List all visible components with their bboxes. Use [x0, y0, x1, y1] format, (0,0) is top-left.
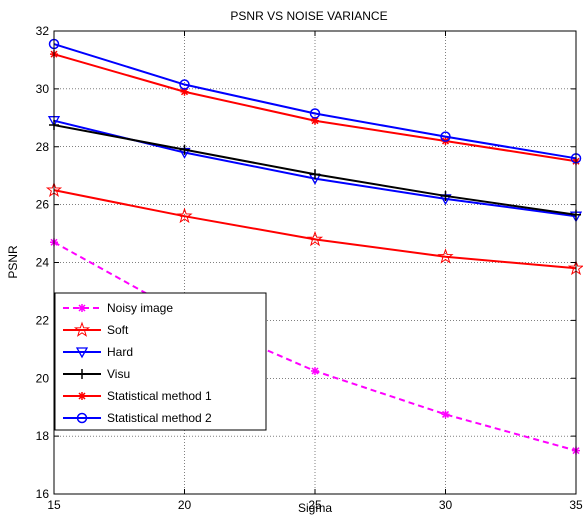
series-soft: [45, 181, 583, 276]
series-line-statistical-method-2: [53, 43, 577, 160]
data-point-statistical-method-2: [309, 108, 321, 119]
x-tick-label: 35: [569, 498, 583, 512]
legend-label: Noisy image: [107, 301, 173, 315]
data-point-statistical-method-2: [440, 131, 451, 142]
data-point-soft: [306, 230, 324, 247]
y-tick-label: 22: [36, 313, 50, 327]
chart-title: PSNR VS NOISE VARIANCE: [230, 9, 387, 23]
axis-ticks: 15 20 25 30 35 16 18 20 22 24 26 28 30 32: [36, 24, 583, 512]
data-point-soft: [176, 207, 193, 224]
legend-item-hard: Hard: [63, 345, 133, 359]
x-tick-label: 25: [308, 498, 322, 512]
y-tick-label: 28: [36, 140, 50, 154]
x-tick-label: 30: [439, 498, 453, 512]
data-point-noisy-image: [311, 367, 319, 376]
y-axis-title: PSNR: [6, 245, 20, 279]
legend-marker: [76, 412, 88, 424]
data-point-statistical-method-1: [311, 116, 319, 125]
data-point-visu: [179, 144, 190, 155]
legend-label: Statistical method 1: [107, 389, 212, 403]
legend-marker: [75, 347, 89, 359]
legend-item-noisy-image: Noisy image: [63, 301, 173, 315]
legend-item-statistical-method-1: Statistical method 1: [63, 389, 212, 403]
legend-marker: [77, 369, 87, 379]
legend-label: Soft: [107, 323, 129, 337]
legend-label: Visu: [107, 367, 130, 381]
legend-marker: [78, 304, 86, 312]
legend-box: [54, 292, 267, 431]
data-point-visu: [440, 190, 451, 201]
x-tick-label: 15: [47, 498, 61, 512]
y-tick-label: 18: [36, 429, 50, 443]
legend-item-statistical-method-2: Statistical method 2: [63, 411, 212, 425]
legend-label: Statistical method 2: [107, 411, 212, 425]
legend-marker: [78, 392, 86, 400]
data-point-statistical-method-1: [180, 87, 189, 96]
x-tick-label: 20: [178, 498, 192, 512]
x-axis-title: Sigma: [298, 501, 332, 515]
data-point-statistical-method-2: [179, 79, 190, 90]
y-tick-label: 26: [36, 198, 50, 212]
legend-item-visu: Visu: [63, 367, 130, 381]
legend-item-soft: Soft: [63, 321, 129, 337]
y-tick-label: 24: [36, 256, 50, 270]
legend-marker: [73, 321, 91, 337]
y-tick-label: 16: [36, 487, 50, 501]
data-point-visu: [310, 169, 320, 180]
data-point-soft: [437, 248, 454, 264]
legend-label: Hard: [107, 345, 133, 359]
y-tick-label: 20: [36, 371, 50, 385]
y-tick-label: 30: [36, 82, 50, 96]
legend: Noisy image Soft Hard Visu Statistical metho…: [54, 292, 267, 431]
y-tick-label: 32: [36, 24, 50, 38]
series-line-soft: [53, 189, 577, 270]
data-point-noisy-image: [441, 410, 450, 419]
